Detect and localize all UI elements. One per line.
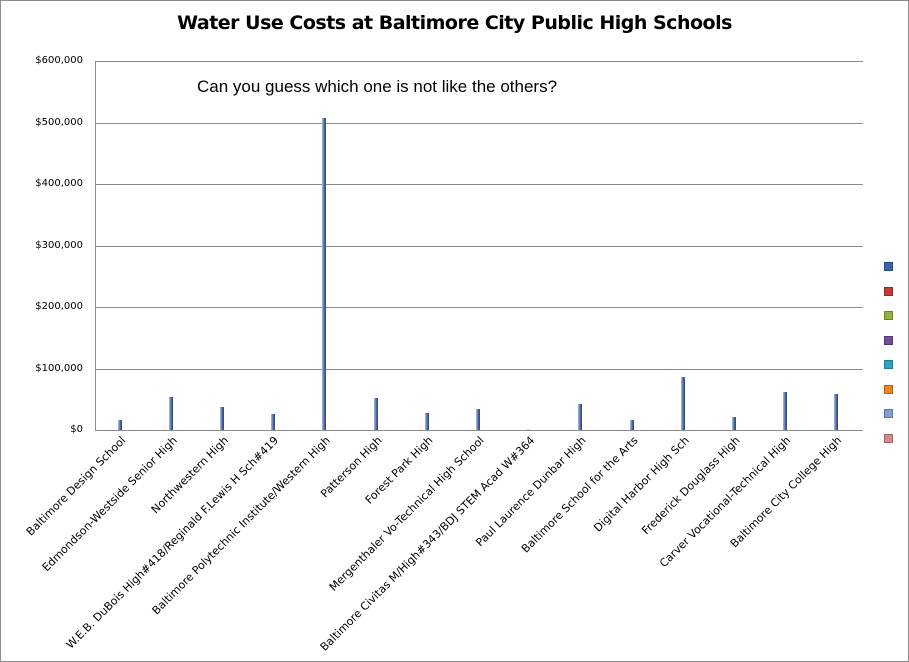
x-axis-line bbox=[95, 430, 863, 431]
gridline bbox=[95, 369, 863, 370]
y-tick-label: $200,000 bbox=[35, 301, 83, 312]
legend-swatch bbox=[884, 409, 893, 418]
legend-swatch bbox=[884, 335, 893, 345]
bar bbox=[220, 407, 224, 430]
bar bbox=[425, 413, 429, 430]
bar bbox=[476, 409, 480, 430]
gridline bbox=[95, 61, 863, 62]
bar bbox=[374, 398, 378, 430]
y-tick-label: $100,000 bbox=[35, 363, 83, 374]
gridline bbox=[95, 246, 863, 247]
bar bbox=[322, 118, 326, 430]
chart-annotation: Can you guess which one is not like the … bbox=[197, 77, 558, 96]
legend-swatch bbox=[884, 360, 893, 369]
bar bbox=[732, 417, 736, 430]
legend-swatch bbox=[884, 262, 893, 271]
bar bbox=[118, 420, 122, 430]
bar bbox=[578, 404, 582, 430]
bar bbox=[783, 392, 787, 430]
y-axis-line bbox=[95, 61, 96, 431]
gridline bbox=[95, 123, 863, 124]
bar bbox=[271, 414, 275, 430]
bar bbox=[834, 394, 838, 430]
bar bbox=[630, 420, 634, 430]
bar bbox=[681, 377, 685, 430]
y-tick-label: $300,000 bbox=[35, 240, 83, 251]
y-tick-label: $600,000 bbox=[35, 55, 83, 66]
bar bbox=[527, 429, 531, 430]
legend-swatch bbox=[884, 433, 893, 443]
legend-swatch bbox=[884, 384, 893, 394]
gridline bbox=[95, 307, 863, 308]
y-tick-label: $0 bbox=[70, 424, 83, 435]
chart-title: Water Use Costs at Baltimore City Public… bbox=[177, 12, 732, 34]
bar bbox=[169, 397, 173, 430]
y-tick-label: $500,000 bbox=[35, 117, 83, 128]
gridline bbox=[95, 184, 863, 185]
legend-swatch bbox=[884, 286, 893, 296]
legend-swatch bbox=[884, 311, 893, 320]
y-tick-label: $400,000 bbox=[35, 178, 83, 189]
